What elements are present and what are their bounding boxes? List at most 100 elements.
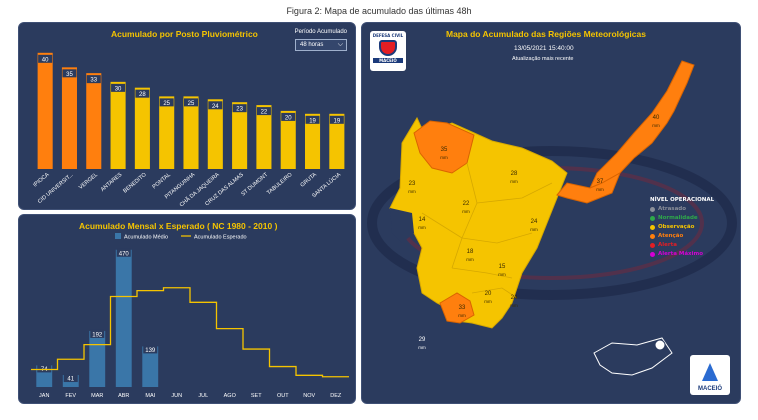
monthly-bar-label: 470 xyxy=(119,251,130,257)
station-bar-label-bg xyxy=(38,54,53,63)
city-shield-icon xyxy=(379,40,397,56)
map-panel: Mapa do Acumulado das Regiões Meteorológ… xyxy=(361,22,741,404)
month-tick-label: JUL xyxy=(198,393,208,399)
legend-item-label: Atenção xyxy=(658,233,684,239)
region-borders xyxy=(421,162,553,299)
station-bar-label: 19 xyxy=(334,118,341,124)
region-unit-label: mm xyxy=(510,303,518,308)
region-unit-label: mm xyxy=(596,187,604,192)
station-bar-label: 20 xyxy=(285,115,292,121)
legend-dot-icon xyxy=(650,224,655,230)
region-value-label: 37 xyxy=(597,179,604,185)
monthly-bar xyxy=(142,346,159,387)
period-value: 48 horas xyxy=(300,42,324,48)
legend-item: Atenção xyxy=(650,233,714,239)
footer-logo-icon xyxy=(702,363,718,381)
monthly-chart-title: Acumulado Mensal x Esperado ( NC 1980 - … xyxy=(79,221,278,231)
month-tick-label: SET xyxy=(251,393,262,399)
month-tick-label: MAR xyxy=(91,393,103,399)
station-bar-label-bg xyxy=(159,98,174,107)
station-bar-label-bg xyxy=(184,98,198,107)
monthly-bar xyxy=(89,330,106,387)
region-value-label: 29 xyxy=(419,337,426,343)
month-tick-label: DEZ xyxy=(330,393,342,399)
monthly-bar-label-bg xyxy=(143,345,158,354)
station-bar-label: 35 xyxy=(66,72,73,78)
legend-line-label: Acumulado Esperado xyxy=(194,235,247,241)
station-bar-label: 25 xyxy=(163,101,170,107)
legend-item-label: Alerta xyxy=(658,242,677,248)
region-value-label: 24 xyxy=(531,219,538,225)
monthly-bar-label-bg xyxy=(63,374,78,383)
month-tick-label: NOV xyxy=(303,393,315,399)
station-bar-label: 33 xyxy=(90,78,97,84)
station-bar-label: 24 xyxy=(212,104,219,110)
month-tick-label: ABR xyxy=(118,393,129,399)
region-value-label: 40 xyxy=(653,115,660,121)
region-value-label: 22 xyxy=(463,201,470,207)
station-tick-label: IPIOCA xyxy=(32,172,50,189)
monthly-bar-label: 41 xyxy=(67,377,74,383)
region-unit-label: mm xyxy=(530,227,538,232)
badge-top-text: DEFESA CIVIL xyxy=(372,33,404,38)
region-value-label: 23 xyxy=(409,181,416,187)
map-title: Mapa do Acumulado das Regiões Meteorológ… xyxy=(446,29,646,39)
station-bar-label-bg xyxy=(305,115,320,124)
legend-item: Alerta xyxy=(650,242,714,248)
region-unit-label: mm xyxy=(458,313,466,318)
region-unit-label: mm xyxy=(484,299,492,304)
map-update-label: Atualização mais recente xyxy=(512,56,574,62)
inset-marker xyxy=(654,339,666,351)
monthly-bar-label-bg xyxy=(90,329,105,338)
monthly-bar-label: 192 xyxy=(92,332,103,338)
month-tick-label: AGO xyxy=(224,393,237,399)
legend-item: Observação xyxy=(650,224,714,230)
inset-map xyxy=(593,337,673,376)
monthly-bar-label-bg xyxy=(116,248,131,257)
station-bar-label: 40 xyxy=(42,57,49,63)
legend-item: Normalidade xyxy=(650,215,714,221)
station-tick-label: PONTAL xyxy=(152,172,172,190)
station-tick-label: BENEDITO xyxy=(122,171,148,194)
month-tick-label: MAI xyxy=(145,393,155,399)
operational-legend: NÍVEL OPERACIONAL Atrasado Normalidade Obs… xyxy=(650,197,714,260)
station-chart-panel: Acumulado por Posto Pluviométrico Períod… xyxy=(18,22,356,210)
region-value-label: 35 xyxy=(441,147,448,153)
monthly-chart-panel: Acumulado Mensal x Esperado ( NC 1980 - … xyxy=(18,214,356,404)
station-tick-label: TABULEIRO xyxy=(266,171,294,196)
legend-bar-label: Acumulado Médio xyxy=(124,235,168,241)
station-bar-label-bg xyxy=(281,112,296,121)
station-bar-label-bg xyxy=(329,115,344,124)
legend-item: Alerta Máximo xyxy=(650,251,714,257)
station-bar-label-bg xyxy=(135,89,150,98)
region-unit-label: mm xyxy=(408,189,416,194)
legend-dot-icon xyxy=(650,251,655,257)
region-pontal xyxy=(439,292,475,324)
station-bar xyxy=(207,99,223,169)
station-bar xyxy=(329,113,345,169)
period-dropdown[interactable]: 48 horas ⌵ xyxy=(295,39,347,51)
station-bar-label-bg xyxy=(86,75,101,84)
legend-dot-icon xyxy=(650,233,655,239)
month-tick-label: OUT xyxy=(277,393,289,399)
region-value-label: 28 xyxy=(511,171,518,177)
legend-item-label: Observação xyxy=(658,224,695,230)
region-unit-label: mm xyxy=(510,179,518,184)
legend-dot-icon xyxy=(650,242,655,248)
legend-item: Atrasado xyxy=(650,206,714,212)
station-bar-label-bg xyxy=(62,69,77,78)
period-label: Período Acumulado xyxy=(294,29,347,35)
legend-dot-icon xyxy=(650,206,655,212)
station-chart-title: Acumulado por Posto Pluviométrico xyxy=(111,29,258,39)
footer-logo-text: MACEIÓ xyxy=(698,384,722,392)
region-unit-label: mm xyxy=(418,225,426,230)
legend-title: NÍVEL OPERACIONAL xyxy=(650,197,715,203)
station-bar xyxy=(280,110,296,169)
region-value-label: 24 xyxy=(511,295,518,301)
station-tick-label: ANTARES xyxy=(100,172,124,193)
legend-item-label: Alerta Máximo xyxy=(658,251,703,257)
station-bar-label: 23 xyxy=(236,107,243,113)
station-bar xyxy=(110,81,126,169)
station-bar xyxy=(134,87,150,169)
